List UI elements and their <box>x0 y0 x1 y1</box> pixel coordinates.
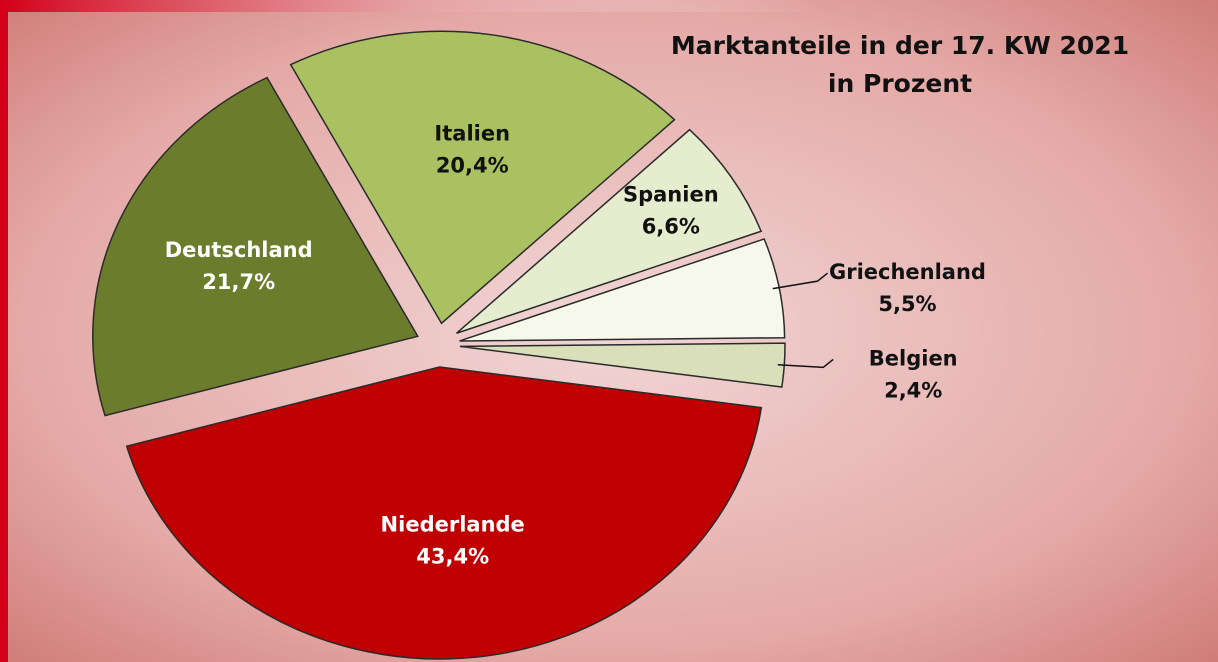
value-label: 43,4% <box>416 545 489 569</box>
slice-label: Niederlande <box>381 513 525 537</box>
value-label: 2,4% <box>884 378 942 402</box>
slice-label: Spanien <box>623 182 719 206</box>
value-label: 6,6% <box>642 214 700 238</box>
value-label: 20,4% <box>436 153 509 177</box>
top-border <box>0 0 820 12</box>
slice-label: Griechenland <box>829 260 986 284</box>
slice-label: Deutschland <box>165 238 313 262</box>
value-label: 5,5% <box>878 292 936 316</box>
chart: Marktanteile in der 17. KW 2021 in Proze… <box>0 0 1218 662</box>
slice-label: Italien <box>434 121 510 145</box>
chart-subtitle: in Prozent <box>828 69 972 98</box>
value-label: 21,7% <box>202 270 275 294</box>
left-border <box>0 0 8 662</box>
chart-title: Marktanteile in der 17. KW 2021 <box>671 31 1129 60</box>
slice-label: Belgien <box>869 346 958 370</box>
